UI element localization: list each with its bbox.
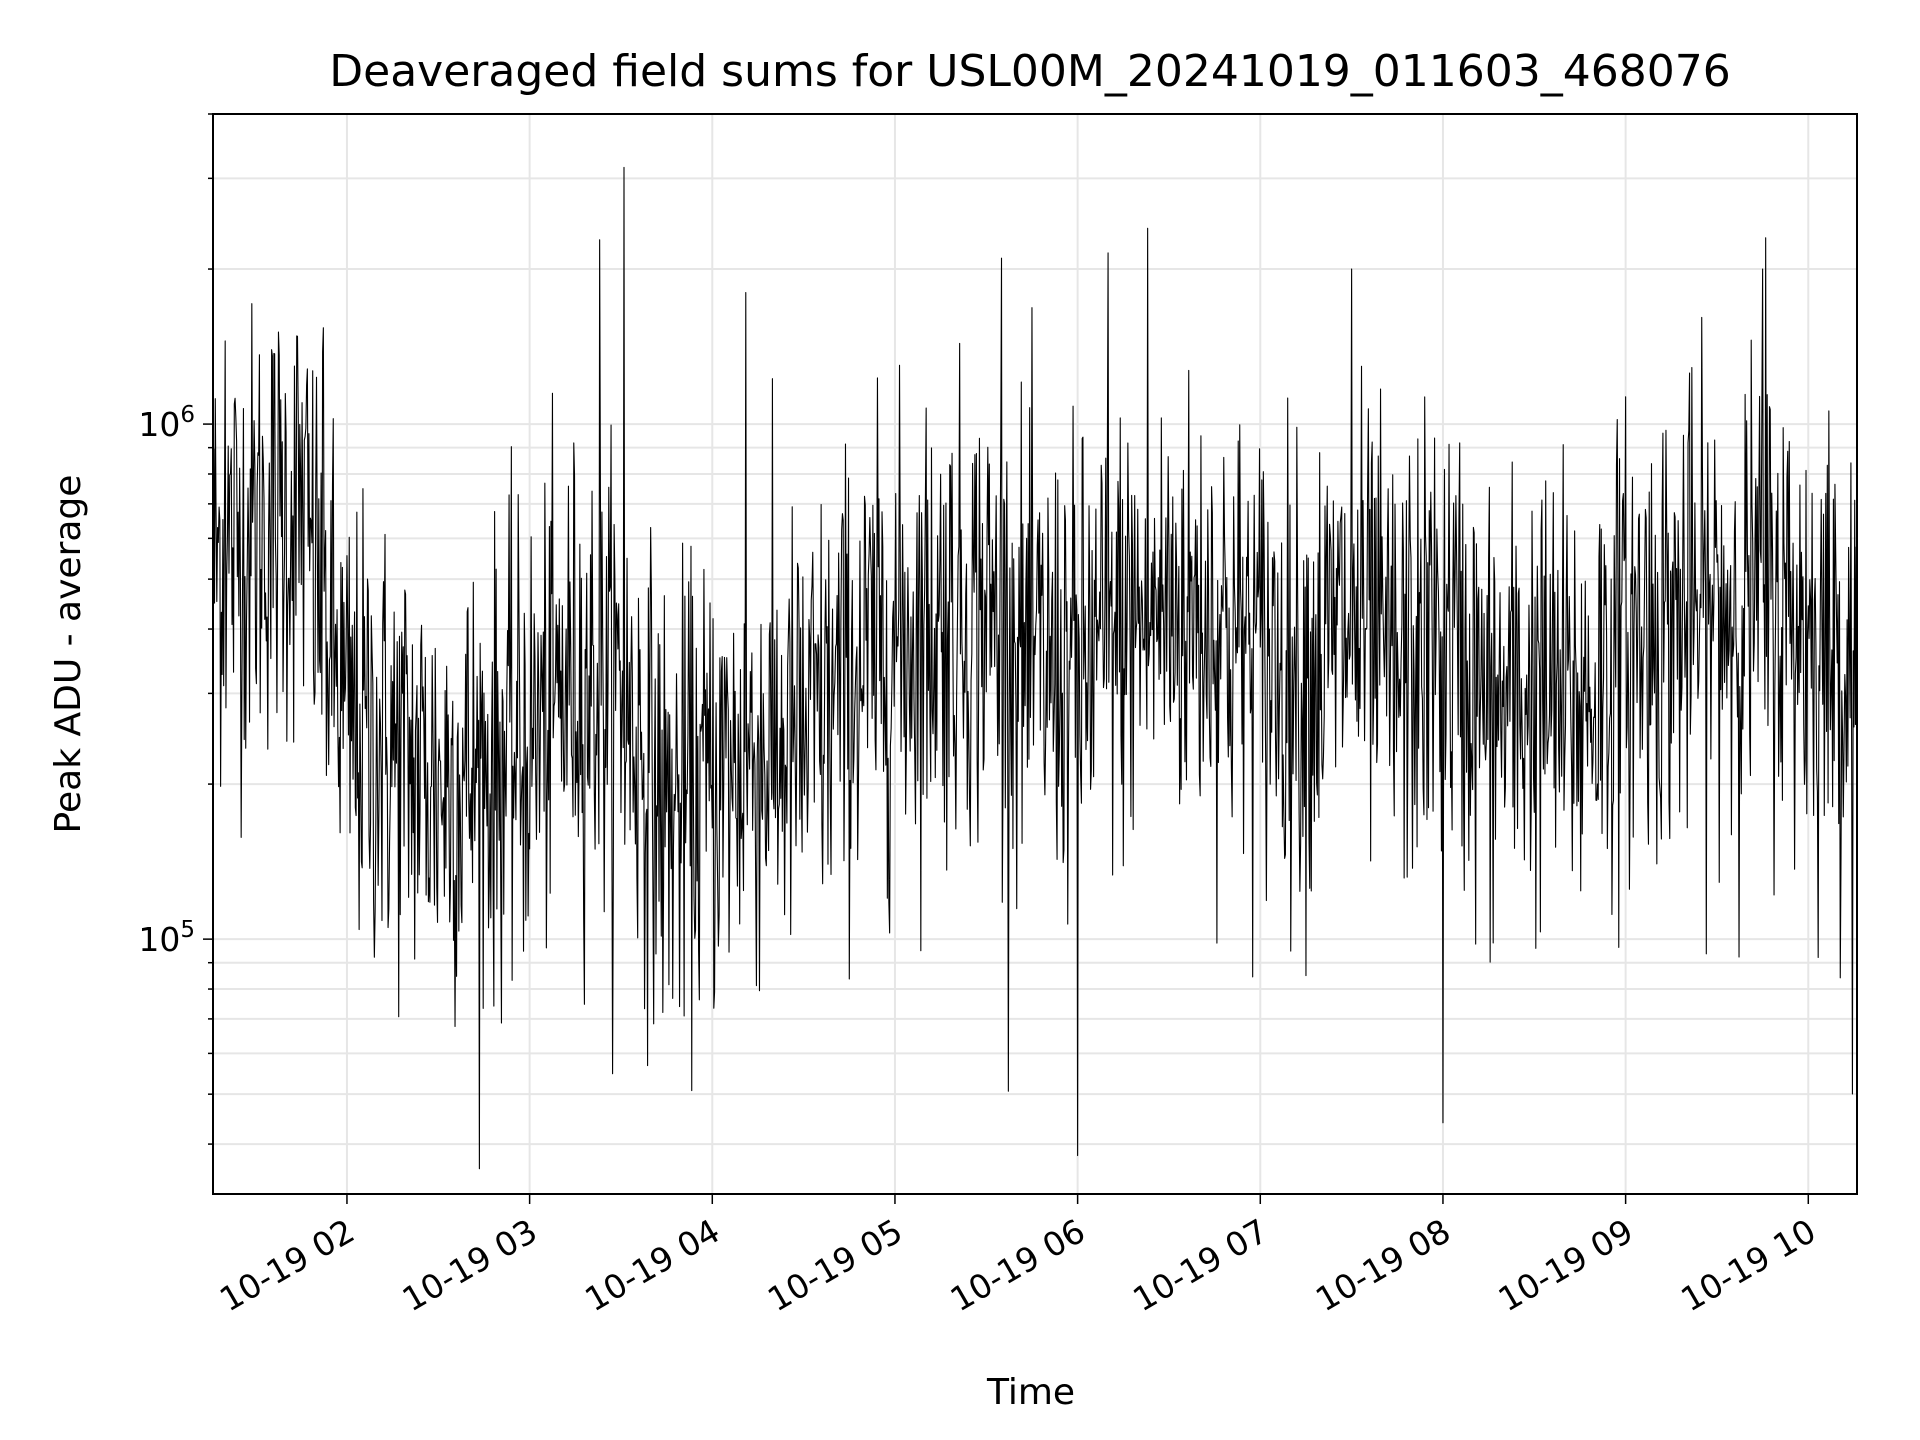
chart-title: Deaveraged field sums for USL00M_2024101… [329,46,1730,97]
y-tick-label: 106 [138,402,195,444]
plot-frame [212,113,1858,1195]
grid [213,113,1857,1194]
y-tick-label: 105 [138,917,195,959]
series-line [212,166,1858,1170]
x-axis-title: Time [986,1372,1075,1413]
data-layer [212,166,1858,1170]
y-axis-title: Peak ADU - average [48,475,89,834]
